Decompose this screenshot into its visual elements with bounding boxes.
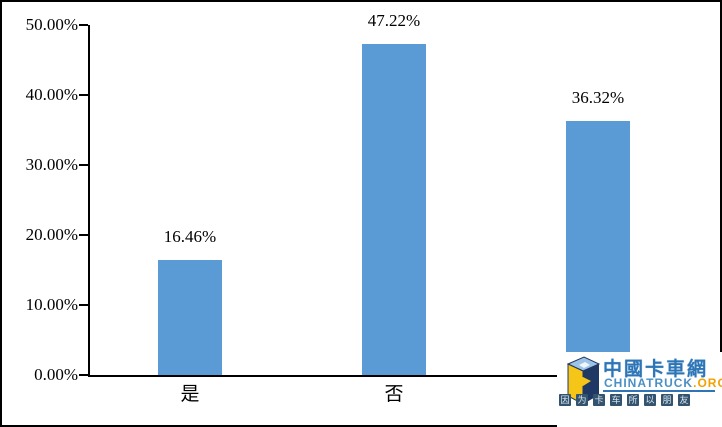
y-axis-tick (79, 24, 88, 26)
watermark-tagline-char: 为 (576, 394, 588, 406)
y-axis-tick-label: 0.00% (34, 365, 78, 384)
bar-value-label: 47.22% (367, 11, 421, 31)
watermark-tagline-char: 车 (610, 394, 622, 406)
bar-3 (566, 120, 630, 375)
watermark-brand-domain: CHINATRUCK.ORG (604, 376, 722, 390)
y-axis-tick (79, 234, 88, 236)
watermark-brand-chinese: 中國卡車網 (603, 359, 709, 380)
y-axis-tick (79, 304, 88, 306)
y-axis-tick-label: 20.00% (25, 225, 78, 244)
y-axis-tick-label: 50.00% (25, 15, 78, 34)
watermark-tagline-char: 所 (627, 394, 639, 406)
x-axis-category-label: 否 (384, 384, 404, 405)
y-axis-tick (79, 94, 88, 96)
watermark-tagline-char: 卡 (593, 394, 605, 406)
bar-1 (158, 259, 222, 375)
bar-value-label: 16.46% (163, 226, 217, 246)
y-axis-tick-label: 10.00% (25, 295, 78, 314)
y-axis-tick-label: 30.00% (25, 155, 78, 174)
watermark-brand-en: CHINATRUCK (604, 376, 694, 390)
watermark-tagline-char: 以 (644, 394, 656, 406)
watermark-brand-tld: .ORG (693, 376, 722, 390)
y-axis-line (88, 25, 90, 377)
x-axis-line (88, 375, 702, 377)
bar-2 (362, 44, 426, 375)
bar-value-label: 36.32% (571, 87, 625, 107)
y-axis-tick (79, 164, 88, 166)
y-axis-tick (79, 374, 88, 376)
watermark-tagline-char: 因 (559, 394, 571, 406)
watermark-underline (603, 390, 715, 392)
watermark-tagline-char: 友 (678, 394, 690, 406)
x-axis-category-label: 是 (180, 384, 200, 405)
watermark-tagline-char: 朋 (661, 394, 673, 406)
y-axis-tick-label: 40.00% (25, 85, 78, 104)
watermark-tagline: 因为卡车所以朋友 (559, 394, 690, 406)
